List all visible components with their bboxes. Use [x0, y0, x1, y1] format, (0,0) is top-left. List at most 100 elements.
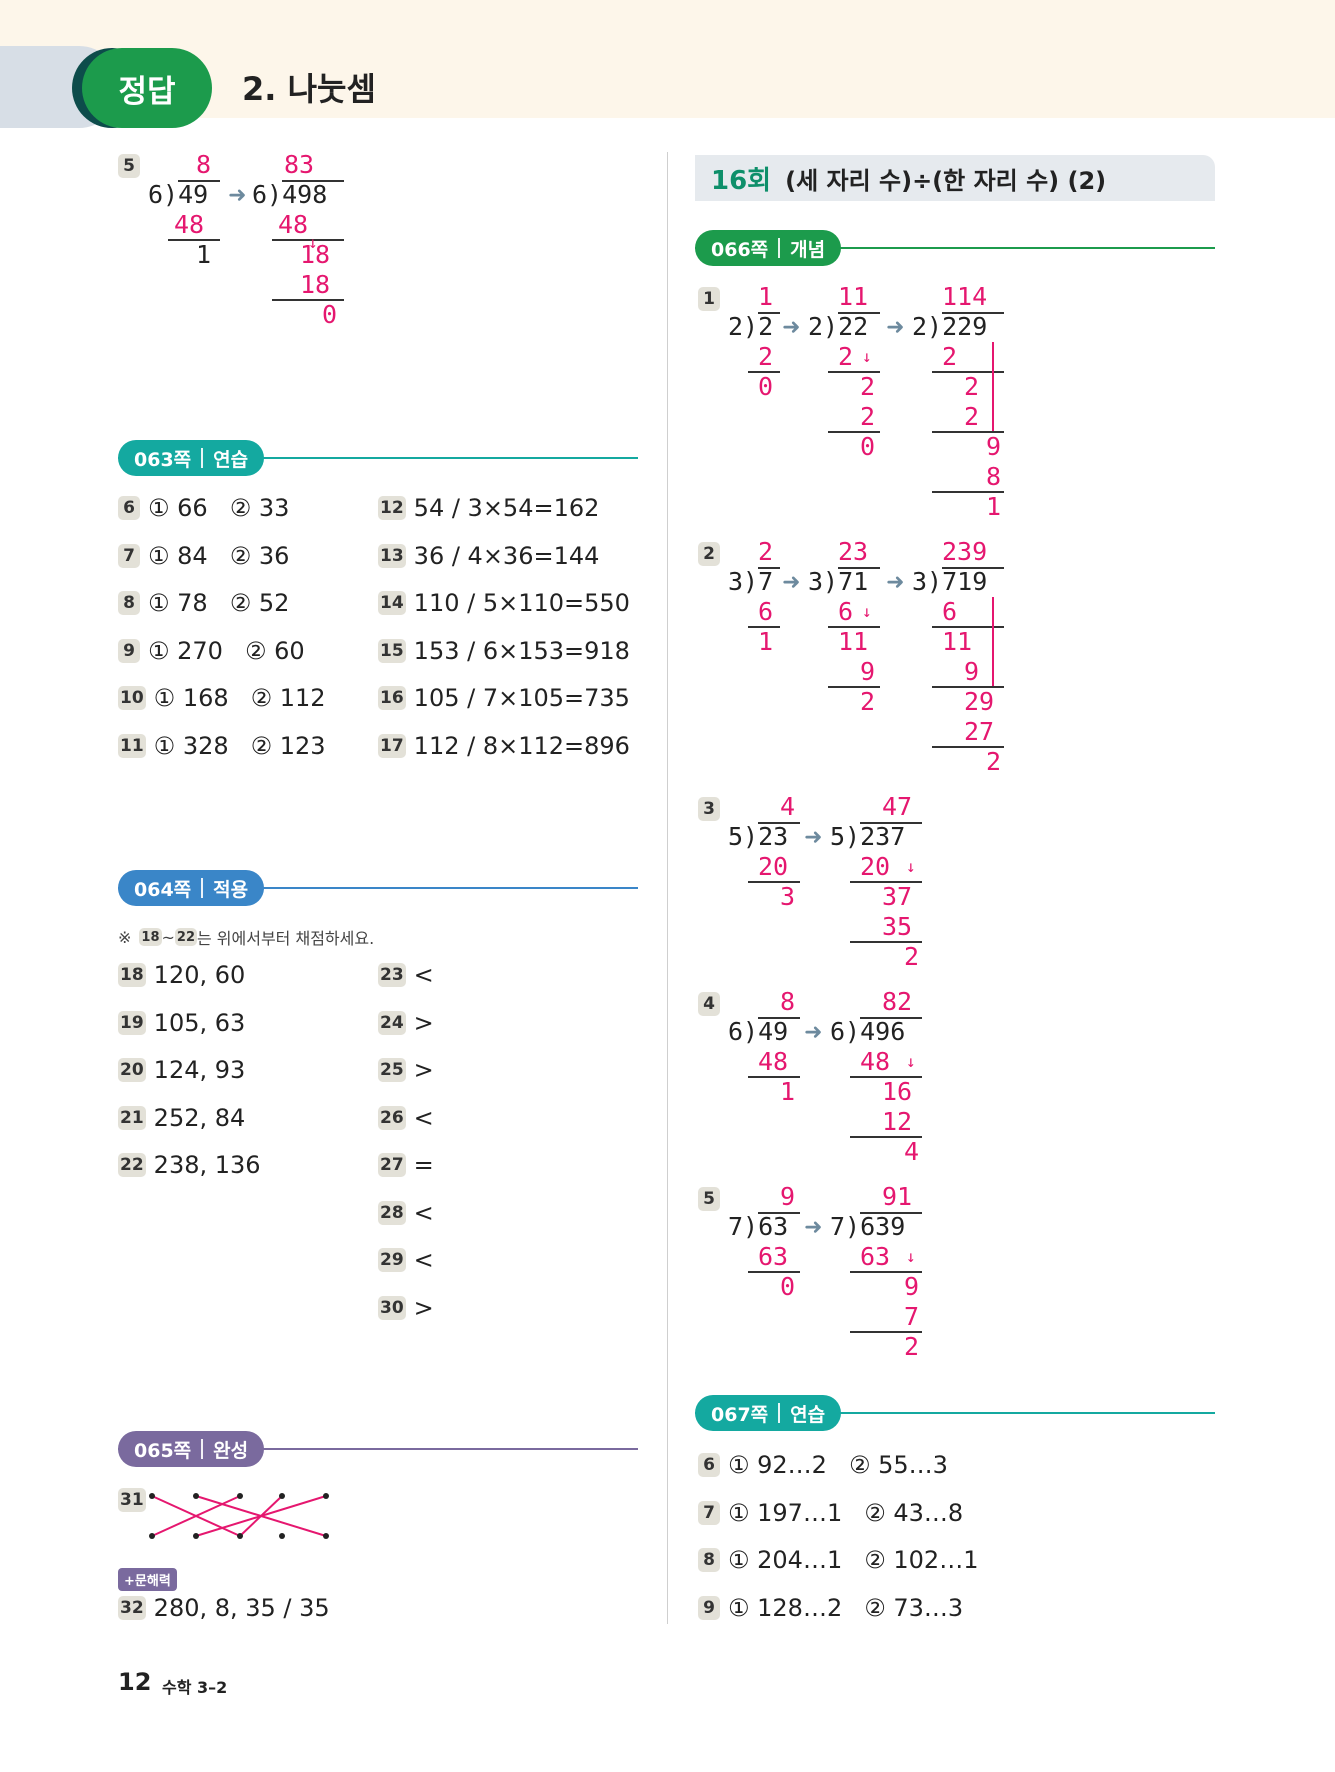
- answer-row: 22 238, 136: [118, 1151, 261, 1179]
- answer-text: >: [413, 1056, 434, 1084]
- header-band: [0, 0, 1335, 118]
- answer-text: <: [413, 1246, 434, 1274]
- grading-note: ※ 18 ~ 22 는 위에서부터 채점하세요.: [118, 927, 375, 949]
- answer-text: ① 270: [148, 636, 223, 665]
- problem-number: 9: [118, 638, 140, 663]
- problem-number: 14: [378, 591, 406, 615]
- answer-text: 153 / 6×153=918: [413, 636, 630, 665]
- answer-row: 18 120, 60: [118, 961, 245, 989]
- problem-number: 30: [378, 1295, 406, 1320]
- answer-text: >: [413, 1008, 434, 1037]
- answer-text: ② 73…3: [864, 1593, 964, 1622]
- answer-row: 6 ① 92…2 ② 55…3: [698, 1451, 948, 1479]
- answer-row: 9 ① 270 ② 60: [118, 637, 305, 665]
- answer-text: 120, 60: [153, 961, 246, 989]
- problem-number: 7: [118, 543, 140, 568]
- chapter-title: 2. 나눗셈: [242, 70, 376, 108]
- answer-text: 36 / 4×36=144: [413, 541, 600, 570]
- answer-row: 9 ① 128…2 ② 73…3: [698, 1594, 963, 1622]
- answer-text: ② 55…3: [848, 1451, 948, 1479]
- answer-text: ① 197…1: [728, 1498, 843, 1527]
- answer-text: ① 168: [153, 684, 229, 712]
- problem-number: 12: [378, 496, 406, 520]
- long-division: 83 6)498 48 ↓ 18 18 0: [252, 150, 372, 330]
- problem-number: 8: [118, 591, 140, 615]
- answer-text: ② 43…8: [864, 1498, 964, 1527]
- problem-number: 19: [118, 1010, 146, 1035]
- arrow-icon: ➜: [782, 315, 801, 340]
- problem-number: 5: [698, 1187, 720, 1211]
- literacy-tag: +문해력: [118, 1568, 177, 1591]
- match-dot: [149, 1493, 155, 1499]
- match-dot: [237, 1533, 243, 1539]
- answer-row: 10 ① 168 ② 112: [118, 684, 326, 712]
- answer-text: 110 / 5×110=550: [413, 589, 630, 617]
- answer-row: 27 =: [378, 1151, 434, 1179]
- problem-number: 28: [378, 1200, 406, 1225]
- answer-badge: 정답: [82, 48, 212, 128]
- answer-row: 26 <: [378, 1104, 434, 1132]
- problem-number: 22: [118, 1153, 146, 1177]
- answer-row: 19 105, 63: [118, 1009, 245, 1037]
- arrow-icon: ➜: [782, 570, 801, 595]
- section-067-pill: 067쪽 연습: [695, 1395, 842, 1431]
- arrow-icon: ➜: [804, 1020, 823, 1045]
- answer-text: ② 36: [229, 541, 290, 570]
- answer-text: ② 102…1: [864, 1546, 979, 1574]
- problem-number: 20: [118, 1058, 146, 1082]
- subject-label: 수학 3–2: [162, 1678, 228, 1697]
- problem-number: 6: [698, 1453, 720, 1477]
- answer-text: ② 112: [250, 684, 326, 712]
- answer-text: ① 92…2: [728, 1451, 827, 1479]
- answer-row: 32 280, 8, 35 / 35: [118, 1594, 330, 1622]
- answer-text: =: [413, 1151, 434, 1179]
- answer-row: 23 <: [378, 961, 434, 989]
- problem-number: 3: [698, 797, 720, 821]
- answer-row: 13 36 / 4×36=144: [378, 542, 599, 570]
- answer-text: 105, 63: [153, 1008, 246, 1037]
- match-dot: [279, 1533, 285, 1539]
- answer-text: ① 204…1: [728, 1546, 843, 1574]
- answer-text: ① 328: [153, 731, 229, 760]
- section-063-pill: 063쪽 연습: [118, 440, 265, 476]
- page-number: 12: [118, 1668, 152, 1696]
- problem-number: 15: [378, 638, 406, 663]
- answer-row: 6 ① 66 ② 33: [118, 494, 289, 522]
- answer-text: >: [413, 1293, 434, 1322]
- match-dot: [193, 1533, 199, 1539]
- answer-text: 238, 136: [153, 1151, 261, 1179]
- section-066-pill: 066쪽 개념: [695, 230, 842, 266]
- answer-row: 25 >: [378, 1056, 434, 1084]
- section-line: [695, 1412, 1215, 1414]
- problem-number: 23: [378, 963, 406, 987]
- section-064-pill: 064쪽 적용: [118, 870, 265, 906]
- column-divider: [667, 152, 668, 1624]
- problem-number: 5: [118, 154, 140, 178]
- answer-text: 252, 84: [153, 1103, 246, 1132]
- answer-row: 7 ① 197…1 ② 43…8: [698, 1499, 963, 1527]
- problem-number: 29: [378, 1248, 406, 1272]
- arrow-icon: ➜: [804, 825, 823, 850]
- answer-row: 24 >: [378, 1009, 434, 1037]
- answer-text: 54 / 3×54=162: [413, 494, 600, 522]
- answer-text: ② 52: [229, 589, 290, 617]
- problem-number: 10: [118, 686, 146, 710]
- answer-text: 112 / 8×112=896: [413, 731, 630, 760]
- problem-number: 7: [698, 1500, 720, 1525]
- answer-row: 15 153 / 6×153=918: [378, 637, 630, 665]
- match-dot: [279, 1493, 285, 1499]
- answer-row: 8 ① 204…1 ② 102…1: [698, 1546, 978, 1574]
- answer-row: 28 <: [378, 1199, 434, 1227]
- problem-number: 25: [378, 1058, 406, 1082]
- answer-row: 17 112 / 8×112=896: [378, 732, 630, 760]
- match-dot: [149, 1533, 155, 1539]
- answer-row: 12 54 / 3×54=162: [378, 494, 599, 522]
- problem-number: 21: [118, 1105, 146, 1130]
- answer-text: 105 / 7×105=735: [413, 684, 630, 712]
- answer-row: 30 >: [378, 1294, 434, 1322]
- problem-number: 11: [118, 733, 146, 758]
- problem-number: 9: [698, 1595, 720, 1620]
- answer-text: <: [413, 961, 434, 989]
- long-division: 8 6)49 48 1: [148, 150, 368, 330]
- problem-number: 1: [698, 287, 720, 311]
